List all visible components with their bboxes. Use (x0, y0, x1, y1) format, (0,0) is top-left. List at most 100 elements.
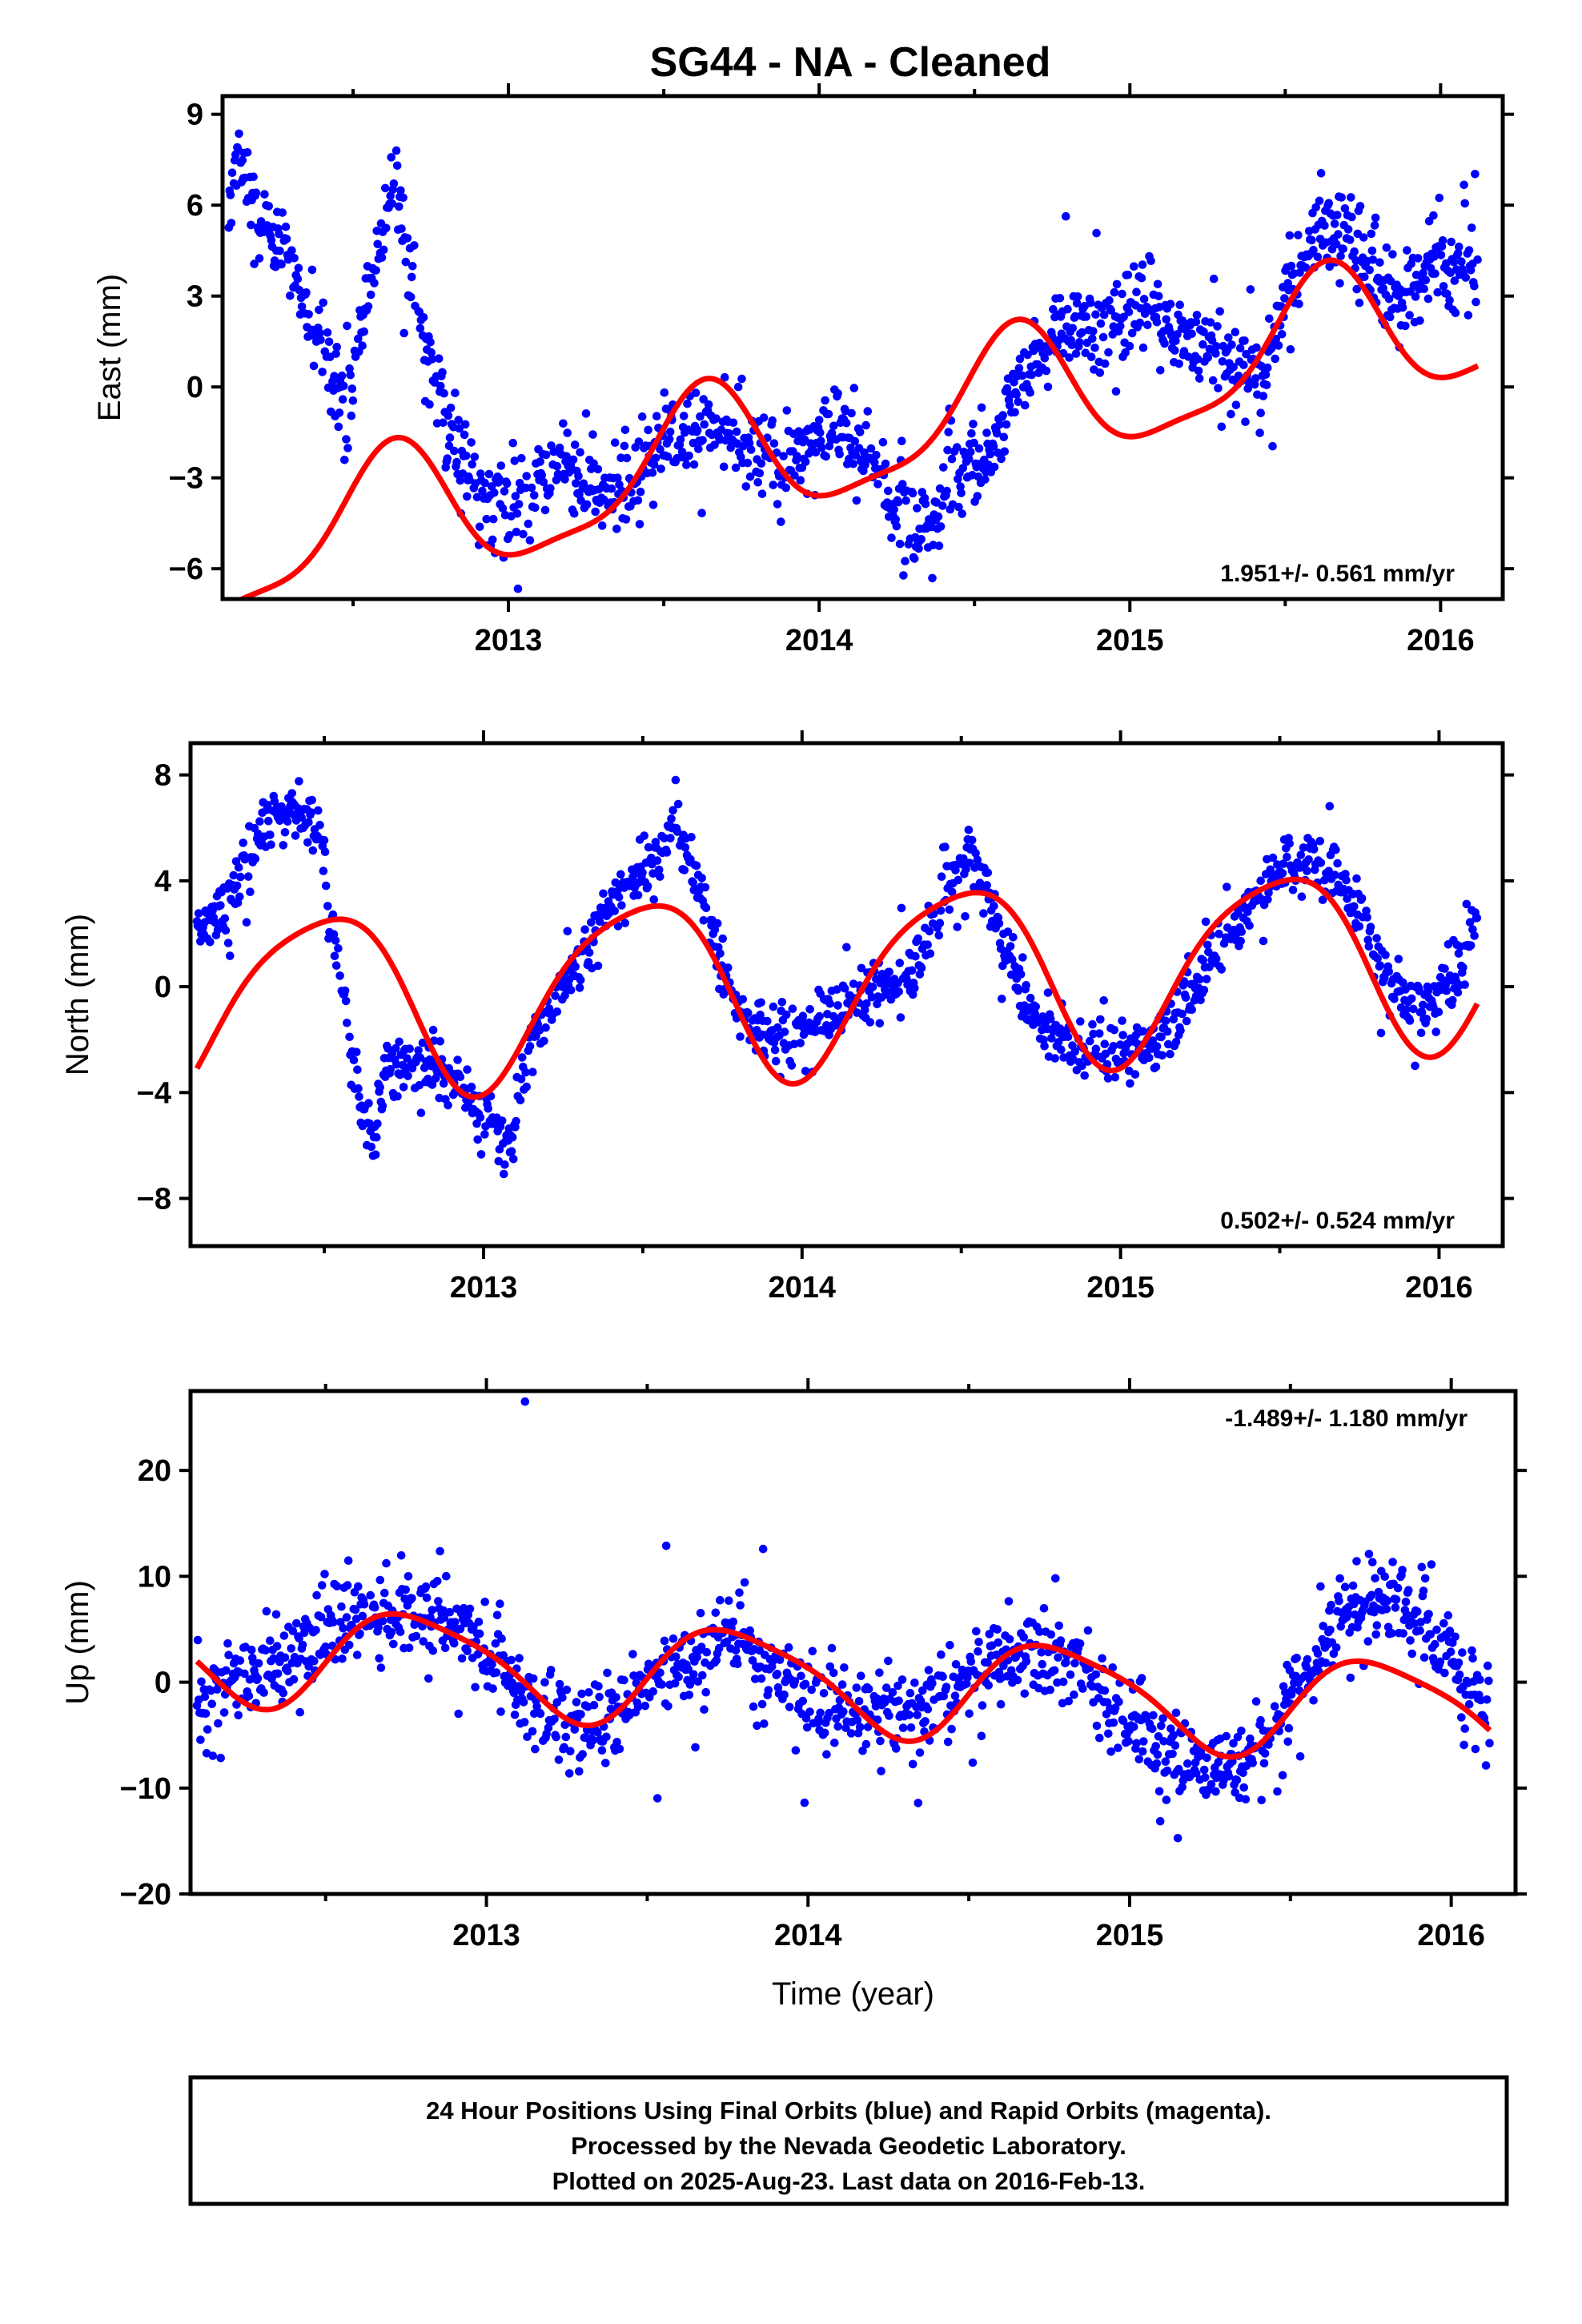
north-data-point (620, 919, 629, 927)
east-data-point (316, 336, 325, 344)
north-data-point (480, 1130, 489, 1139)
east-data-point (1023, 350, 1032, 360)
north-data-point (701, 903, 711, 913)
east-data-point (1411, 271, 1421, 279)
north-data-point (283, 817, 292, 826)
east-data-point (817, 443, 826, 452)
north-data-point (1431, 1027, 1440, 1036)
east-data-point (1125, 341, 1134, 351)
up-data-point (1224, 1771, 1234, 1781)
up-data-point (875, 1668, 884, 1677)
north-data-point (1076, 1017, 1085, 1026)
north-data-point (1363, 935, 1372, 945)
up-data-point (200, 1692, 210, 1701)
east-data-point (546, 484, 555, 493)
north-data-point (551, 991, 560, 1000)
east-data-point (817, 436, 825, 445)
up-data-point (1270, 1702, 1279, 1711)
up-data-point (345, 1640, 354, 1650)
north-data-point (656, 872, 665, 881)
north-data-point (1259, 936, 1268, 946)
north-data-point (1118, 1031, 1127, 1039)
north-data-point (1399, 978, 1407, 987)
east-data-point (1010, 408, 1019, 417)
east-data-point (428, 355, 436, 364)
north-data-point (616, 870, 625, 879)
north-data-point (1423, 987, 1433, 995)
up-data-point (696, 1609, 705, 1618)
up-data-point (1100, 1686, 1110, 1695)
up-data-point (1391, 1603, 1400, 1612)
north-data-point (1236, 936, 1245, 946)
up-data-point (1046, 1685, 1054, 1695)
up-data-point (254, 1659, 263, 1668)
east-data-point (967, 429, 976, 438)
north-data-point (895, 959, 905, 967)
east-data-point (1106, 306, 1115, 315)
north-data-point (1096, 1015, 1105, 1024)
north-data-point (340, 986, 350, 995)
east-data-point (719, 462, 729, 472)
east-data-point (562, 452, 571, 461)
east-data-point (410, 241, 419, 250)
north-data-point (1211, 954, 1221, 963)
east-ytick-label: 0 (187, 371, 203, 404)
east-data-point (1371, 213, 1380, 223)
up-data-point (1371, 1574, 1379, 1583)
east-data-point (1170, 346, 1179, 355)
up-data-point (1284, 1723, 1294, 1733)
up-data-point (825, 1708, 833, 1718)
up-data-point (1095, 1733, 1104, 1743)
up-data-point (570, 1725, 580, 1734)
north-data-point (1043, 988, 1053, 997)
north-data-point (291, 831, 300, 840)
east-data-point (1453, 249, 1463, 258)
up-data-point (332, 1582, 342, 1590)
north-data-point (1171, 1037, 1181, 1047)
east-data-point (1089, 327, 1098, 336)
up-data-point (908, 1759, 917, 1769)
east-data-point (1335, 279, 1344, 288)
up-data-point (760, 1719, 769, 1728)
east-data-point (1423, 294, 1433, 304)
north-data-point (307, 808, 315, 817)
east-data-point (275, 229, 283, 239)
east-data-point (1132, 287, 1141, 297)
north-data-point (453, 1055, 462, 1064)
up-data-point (1138, 1747, 1147, 1756)
east-data-point (1195, 374, 1204, 383)
east-data-point (450, 446, 459, 456)
east-data-point (588, 430, 597, 439)
north-data-point (697, 874, 706, 883)
north-data-point (1089, 1029, 1098, 1039)
up-data-point (1251, 1697, 1261, 1706)
north-data-point (692, 861, 701, 870)
east-data-point (1347, 212, 1356, 222)
east-data-point (989, 442, 998, 451)
up-data-point (702, 1647, 712, 1657)
east-data-point (1090, 344, 1099, 352)
east-data-point (1002, 384, 1012, 393)
up-data-point (375, 1575, 385, 1585)
east-data-point (1184, 352, 1193, 361)
up-data-point (1137, 1674, 1146, 1683)
north-data-point (648, 869, 657, 878)
east-xtick-label: 2015 (1096, 624, 1164, 657)
north-data-point (917, 963, 926, 972)
up-data-point (536, 1709, 545, 1719)
up-data-point (861, 1739, 871, 1749)
east-data-point (381, 183, 390, 193)
north-data-point (1070, 1047, 1079, 1056)
east-data-point (1467, 223, 1476, 232)
east-data-point (1124, 308, 1134, 316)
up-data-point (801, 1714, 811, 1723)
east-data-point (386, 191, 396, 200)
north-data-point (643, 882, 652, 891)
up-data-point (916, 1696, 926, 1706)
east-data-point (1352, 284, 1361, 294)
north-data-point (378, 1101, 387, 1111)
up-data-point (1019, 1633, 1028, 1642)
east-data-point (366, 290, 375, 300)
up-data-point (401, 1585, 410, 1594)
up-xtick-label: 2015 (1096, 1919, 1164, 1952)
